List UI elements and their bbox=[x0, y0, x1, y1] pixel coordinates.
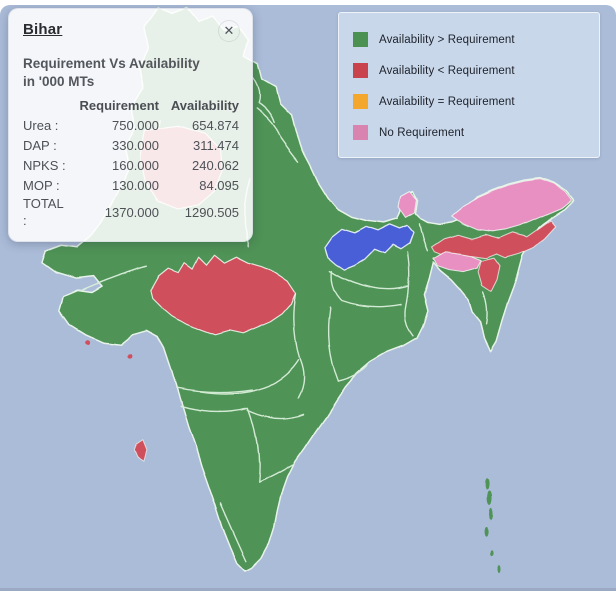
state-sikkim[interactable] bbox=[398, 192, 418, 219]
state-info-popup: Bihar ✕ Requirement Vs Availability in '… bbox=[8, 8, 253, 242]
legend-swatch-orange bbox=[353, 94, 368, 109]
table-row: Urea : 750.000 654.874 bbox=[23, 116, 239, 136]
legend-label: No Requirement bbox=[379, 126, 465, 139]
andaman-nicobar-islands[interactable] bbox=[484, 477, 501, 574]
legend-swatch-pink bbox=[353, 125, 368, 140]
table-row: MOP : 130.000 84.095 bbox=[23, 176, 239, 196]
row-requirement: 130.000 bbox=[112, 178, 159, 194]
territory-diu-dot[interactable] bbox=[84, 339, 90, 345]
table-row: NPKS : 160.000 240.062 bbox=[23, 156, 239, 176]
close-icon[interactable]: ✕ bbox=[218, 20, 240, 42]
requirement-availability-table: Requirement Availability Urea : 750.000 … bbox=[23, 96, 239, 229]
state-bihar-selected[interactable] bbox=[324, 224, 415, 271]
row-label: Urea : bbox=[23, 118, 59, 134]
row-requirement: 750.000 bbox=[112, 118, 159, 134]
popup-title: Bihar bbox=[23, 21, 63, 38]
row-label: DAP : bbox=[23, 138, 57, 154]
map-legend: Availability > Requirement Availability … bbox=[338, 12, 600, 158]
row-availability: 654.874 bbox=[192, 118, 239, 134]
row-label: MOP : bbox=[23, 178, 60, 194]
row-requirement: 1370.000 bbox=[104, 204, 159, 220]
state-arunachal-pradesh[interactable] bbox=[450, 178, 573, 233]
india-choropleth-map: Availability > Requirement Availability … bbox=[0, 5, 616, 591]
row-requirement: 330.000 bbox=[112, 138, 159, 154]
table-row: DAP : 330.000 311.474 bbox=[23, 136, 239, 156]
table-header-availability: Availability bbox=[170, 98, 239, 114]
state-madhya-pradesh[interactable] bbox=[150, 254, 297, 336]
row-availability: 311.474 bbox=[192, 138, 239, 154]
row-label: TOTAL : bbox=[23, 196, 64, 228]
legend-item: Availability = Requirement bbox=[353, 86, 589, 117]
legend-item: Availability < Requirement bbox=[353, 55, 589, 86]
popup-header: Bihar ✕ bbox=[23, 20, 240, 43]
legend-swatch-red bbox=[353, 63, 368, 78]
popup-subtitle: Requirement Vs Availability in '000 MTs bbox=[23, 56, 200, 90]
legend-item: No Requirement bbox=[353, 117, 589, 148]
legend-item: Availability > Requirement bbox=[353, 24, 589, 55]
legend-label: Availability > Requirement bbox=[379, 33, 515, 46]
table-row-total: TOTAL : 1370.000 1290.505 bbox=[23, 196, 239, 229]
table-header-row: Requirement Availability bbox=[23, 96, 239, 116]
state-goa[interactable] bbox=[134, 439, 148, 462]
table-header-requirement: Requirement bbox=[79, 98, 159, 114]
territory-daman-dot[interactable] bbox=[127, 353, 133, 359]
state-manipur[interactable] bbox=[477, 257, 501, 293]
row-availability: 84.095 bbox=[199, 178, 239, 194]
legend-label: Availability < Requirement bbox=[379, 64, 515, 77]
row-requirement: 160.000 bbox=[112, 158, 159, 174]
state-meghalaya[interactable] bbox=[432, 251, 482, 273]
row-label: NPKS : bbox=[23, 158, 66, 174]
row-availability: 1290.505 bbox=[184, 204, 239, 220]
legend-swatch-green bbox=[353, 32, 368, 47]
row-availability: 240.062 bbox=[192, 158, 239, 174]
legend-label: Availability = Requirement bbox=[379, 95, 515, 108]
